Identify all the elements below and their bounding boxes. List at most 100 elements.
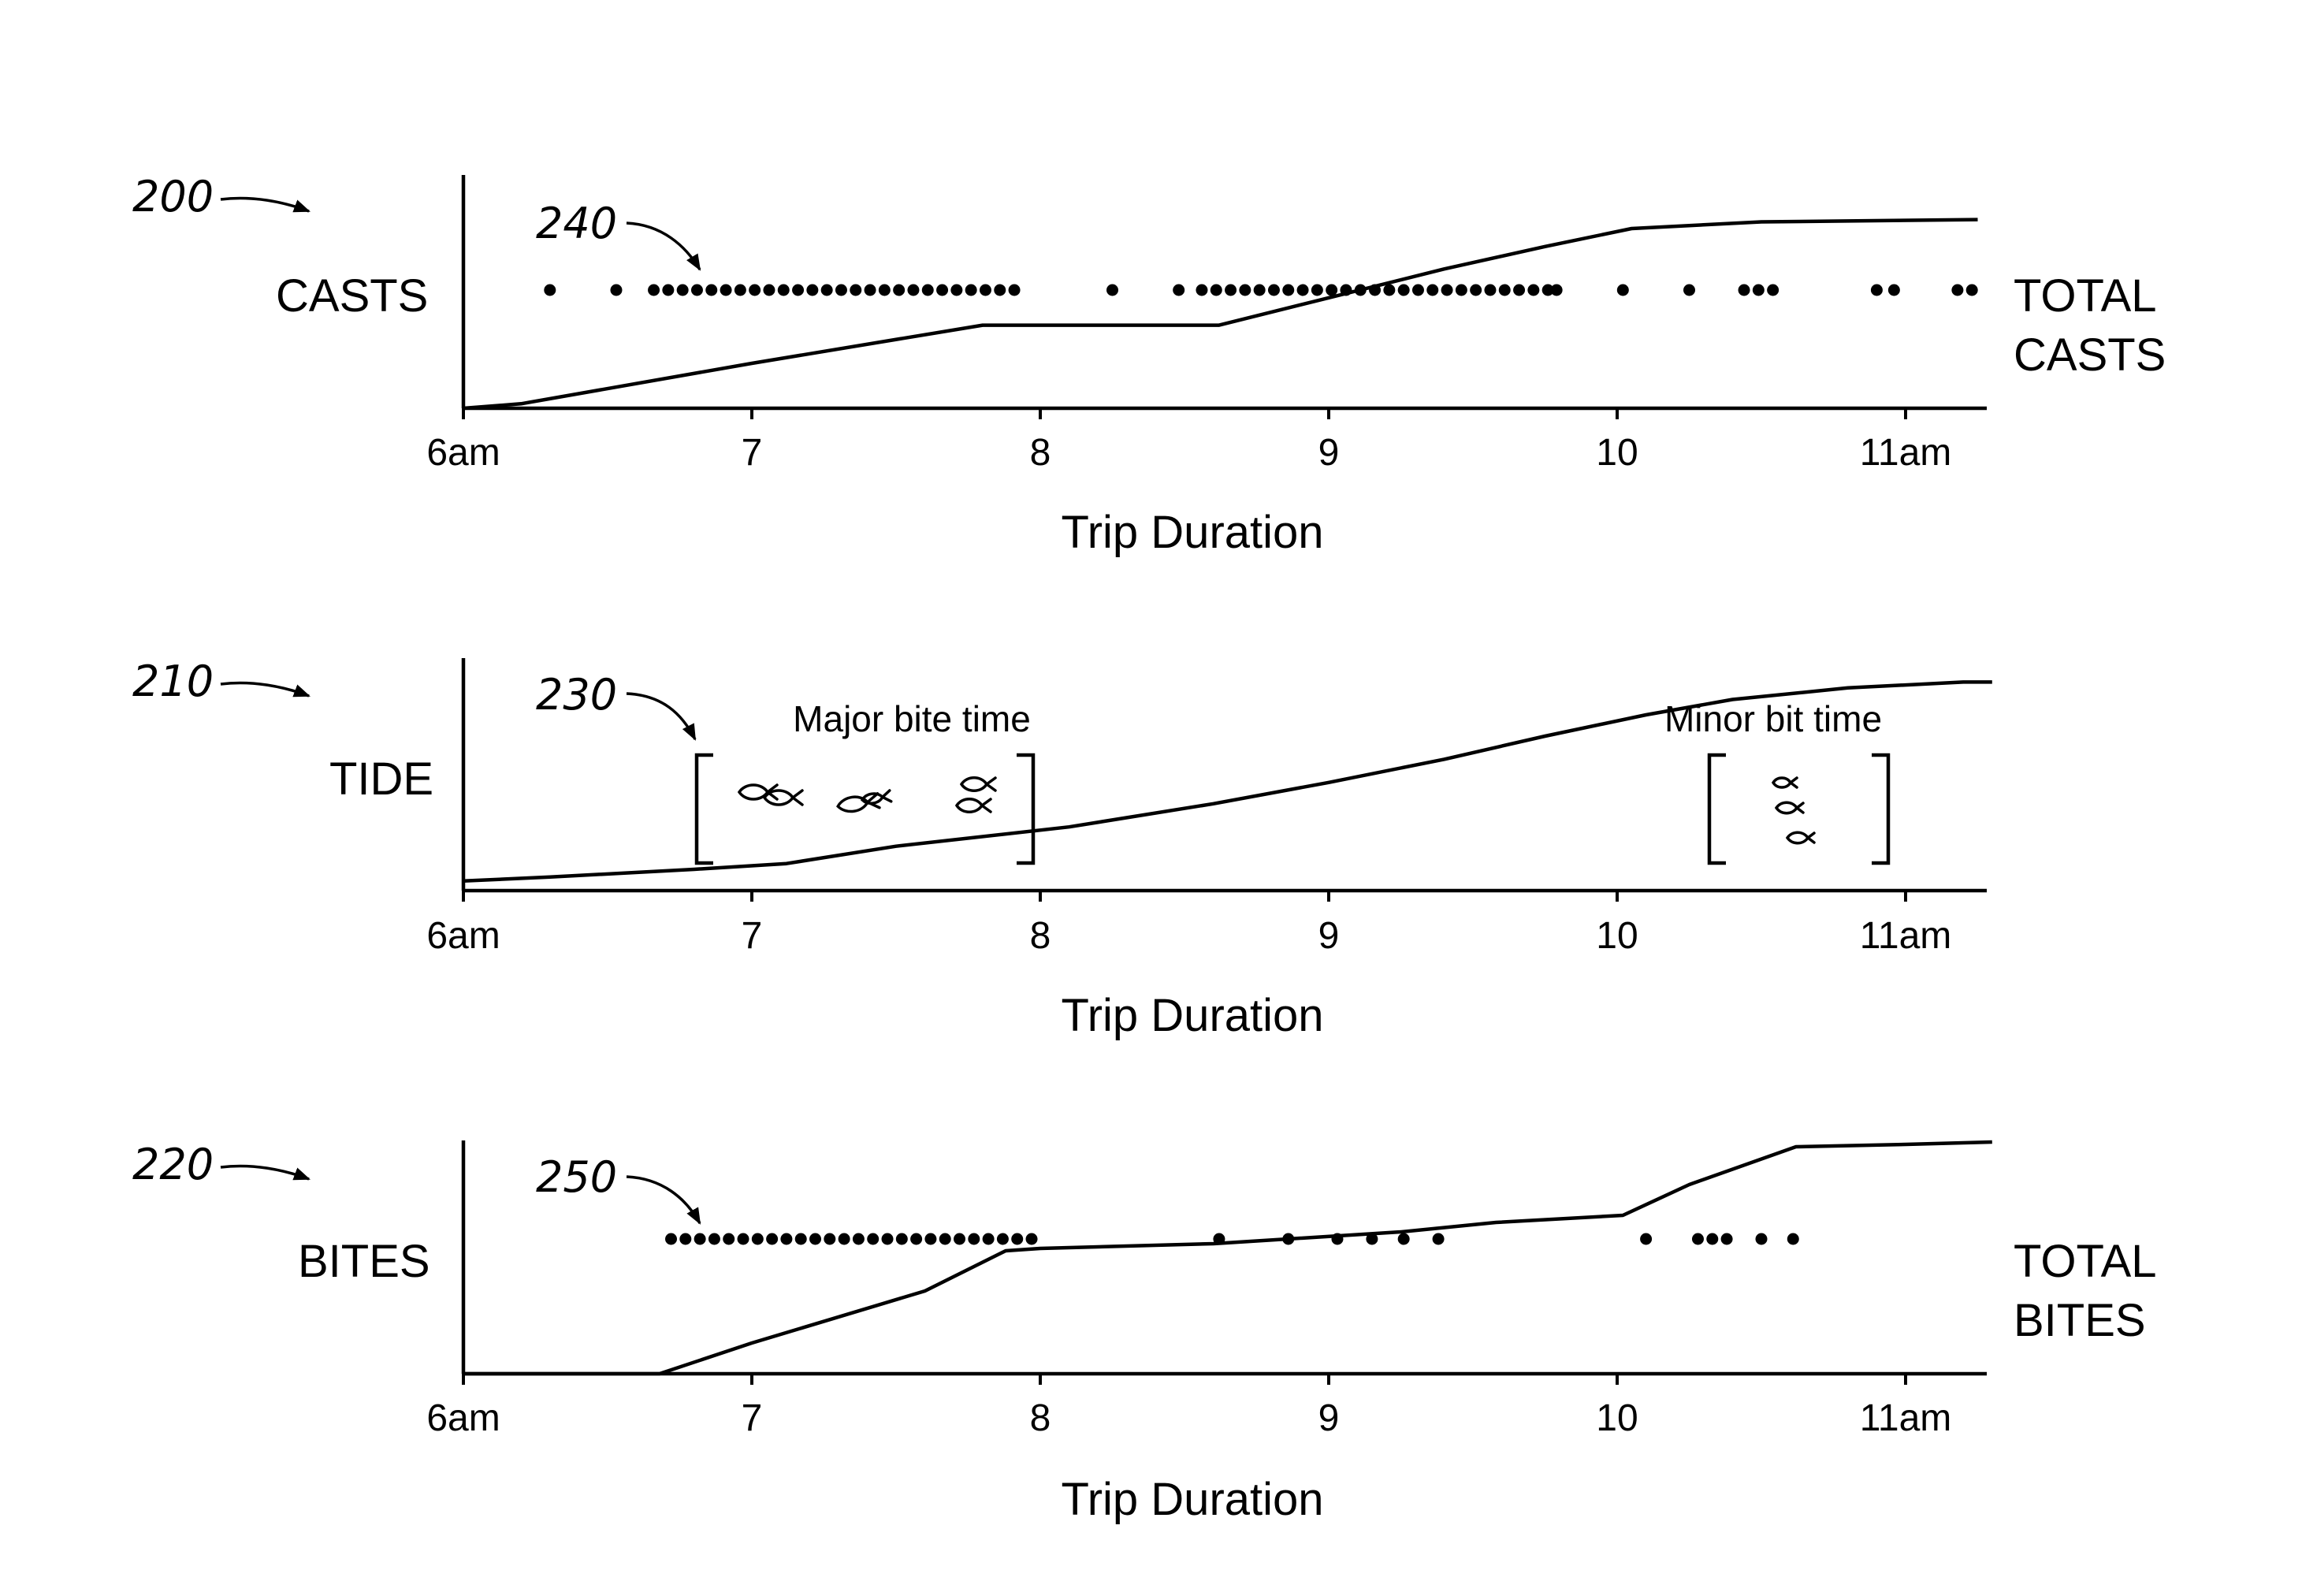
event-dot <box>705 285 717 296</box>
event-dot <box>924 1233 936 1245</box>
event-dot <box>907 285 919 296</box>
event-dot <box>1513 285 1525 296</box>
event-dot <box>821 285 833 296</box>
major-bite-bracket-right <box>1017 755 1033 863</box>
x-tick-label: 7 <box>742 1397 763 1439</box>
event-dot <box>1196 285 1207 296</box>
event-dot <box>1640 1233 1652 1245</box>
event-dot <box>708 1233 720 1245</box>
event-dot <box>896 1233 908 1245</box>
panel-ref-arrow <box>221 198 309 211</box>
x-tick-label: 8 <box>1030 915 1051 957</box>
event-dot <box>1756 1233 1768 1245</box>
bite-time-callout-arrow <box>627 694 695 739</box>
y-axis-label-left: CASTS <box>276 270 428 322</box>
x-axis-label: Trip Duration <box>1061 507 1323 558</box>
event-dot <box>763 285 775 296</box>
event-dot <box>665 1233 677 1245</box>
fish-icon <box>1773 778 1797 787</box>
y-axis-label-right-line2: CASTS <box>2014 329 2166 381</box>
events-callout-arrow <box>627 223 700 270</box>
event-dot <box>1871 285 1883 296</box>
x-tick-label: 6am <box>426 915 500 957</box>
event-dot <box>1683 285 1695 296</box>
x-tick-label: 9 <box>1318 915 1340 957</box>
casts-panel: 200 240 CASTS TOTAL CASTS 6am7891011am T… <box>132 172 2166 558</box>
event-dot <box>994 285 1006 296</box>
event-dot <box>694 1233 706 1245</box>
event-dot <box>749 285 761 296</box>
event-dot <box>795 1233 807 1245</box>
event-dot <box>997 1233 1009 1245</box>
event-dot <box>1888 285 1900 296</box>
event-dot <box>1966 285 1978 296</box>
event-dot <box>1951 285 1963 296</box>
event-dot <box>1173 285 1184 296</box>
event-dot <box>1692 1233 1704 1245</box>
event-dot <box>1026 1233 1038 1245</box>
x-tick-label: 11am <box>1860 432 1952 474</box>
bites-panel: 220 250 BITES TOTAL BITES 6am7891011am T… <box>132 1140 2157 1525</box>
x-tick-label: 8 <box>1030 432 1051 474</box>
x-tick-label: 8 <box>1030 1397 1051 1439</box>
event-dot <box>1456 285 1467 296</box>
minor-bite-bracket-left <box>1709 755 1726 863</box>
event-dot <box>1787 1233 1799 1245</box>
event-dot <box>1282 285 1294 296</box>
event-dot <box>1412 285 1424 296</box>
panel-ref-number: 220 <box>132 1140 214 1189</box>
events-callout-number: 250 <box>536 1152 617 1202</box>
event-dot <box>835 285 847 296</box>
x-tick-label: 9 <box>1318 432 1340 474</box>
event-dot <box>922 285 934 296</box>
events-callout-arrow <box>627 1177 700 1223</box>
x-tick-label: 10 <box>1596 1397 1638 1439</box>
event-dot <box>1106 285 1118 296</box>
event-dot <box>1383 285 1395 296</box>
event-dot <box>1326 285 1337 296</box>
major-bite-fish <box>739 778 995 813</box>
event-dot <box>1527 285 1539 296</box>
x-tick-label: 11am <box>1860 915 1952 957</box>
y-axis-label-right-line2: BITES <box>2014 1295 2146 1346</box>
event-dot <box>939 1233 951 1245</box>
bite-time-callout-number: 230 <box>536 670 617 720</box>
event-dot <box>968 1233 980 1245</box>
y-axis-label-right-line1: TOTAL <box>2014 1236 2157 1287</box>
event-dot <box>1268 285 1280 296</box>
event-dot <box>1239 285 1251 296</box>
event-dot <box>792 285 804 296</box>
x-tick-label: 7 <box>742 432 763 474</box>
fish-icon <box>1787 832 1814 843</box>
event-dot <box>910 1233 922 1245</box>
total-casts-line <box>463 220 1978 408</box>
event-dot <box>752 1233 764 1245</box>
tide-panel: 210 230 TIDE 6am7891011am Major bite tim… <box>132 657 1992 1041</box>
event-dot <box>1426 285 1438 296</box>
fish-icon <box>764 791 802 805</box>
x-tick-label: 11am <box>1860 1397 1952 1439</box>
event-dot <box>679 1233 691 1245</box>
total-bites-line <box>463 1142 1992 1374</box>
event-dot <box>662 285 674 296</box>
event-dot <box>983 1233 995 1245</box>
event-dot <box>1398 285 1410 296</box>
event-dot <box>1499 285 1511 296</box>
event-dot <box>723 1233 734 1245</box>
x-tick-label: 9 <box>1318 1397 1340 1439</box>
event-dot <box>610 285 622 296</box>
event-dot <box>809 1233 821 1245</box>
events-callout-number: 240 <box>536 199 617 248</box>
cast-events <box>544 285 1977 296</box>
minor-bite-fish <box>1773 778 1814 843</box>
event-dot <box>850 285 861 296</box>
event-dot <box>954 1233 965 1245</box>
event-dot <box>778 285 790 296</box>
event-dot <box>882 1233 894 1245</box>
event-dot <box>893 285 905 296</box>
event-dot <box>824 1233 835 1245</box>
event-dot <box>1311 285 1323 296</box>
x-ticks: 6am7891011am <box>426 891 1951 957</box>
event-dot <box>691 285 703 296</box>
